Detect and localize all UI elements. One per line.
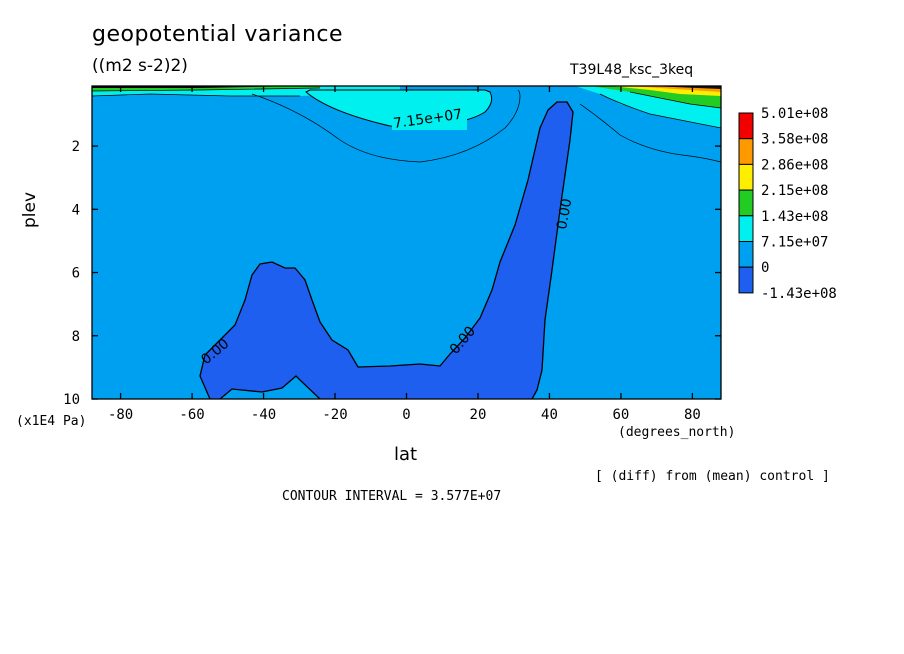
legend-label: -1.43e+08 bbox=[761, 286, 837, 302]
legend-label: 2.86e+08 bbox=[761, 157, 828, 173]
chart-units: ((m2 s-2)2) bbox=[92, 56, 188, 76]
comparison-note: [ (diff) from (mean) control ] bbox=[595, 469, 830, 484]
field-band-5e8-right bbox=[650, 86, 721, 89]
x-tick-label: 60 bbox=[613, 407, 630, 423]
x-tick-label: 80 bbox=[684, 407, 701, 423]
run-id: T39L48_ksc_3keq bbox=[570, 62, 694, 78]
axis-ticks: -80 -60 -40 -20 0 20 40 60 80 2 4 6 8 10 bbox=[63, 86, 721, 423]
y-tick-label: 6 bbox=[72, 266, 80, 282]
contour-line-0-inner bbox=[219, 375, 321, 399]
legend-swatch bbox=[738, 163, 754, 191]
field-band-7e7 bbox=[92, 86, 721, 399]
contour-line-2e8-left bbox=[92, 87, 321, 92]
x-axis-unit: (degrees_north) bbox=[618, 425, 736, 440]
contour-line-0-left bbox=[199, 101, 574, 399]
x-tick-label: 0 bbox=[402, 407, 410, 423]
contour-interval: CONTOUR INTERVAL = 3.577E+07 bbox=[282, 489, 502, 504]
legend-label: 1.43e+08 bbox=[761, 209, 828, 225]
contour-label: 0.00 bbox=[554, 197, 575, 230]
x-tick-label: -60 bbox=[179, 407, 204, 423]
legend: 5.01e+08 3.58e+08 2.86e+08 2.15e+08 1.43e+08… bbox=[738, 106, 837, 302]
x-tick-label: -80 bbox=[108, 407, 133, 423]
contour-line-1e8-left bbox=[92, 93, 300, 97]
legend-swatch bbox=[738, 138, 754, 165]
legend-swatch bbox=[738, 215, 754, 243]
x-tick-label: -20 bbox=[322, 407, 347, 423]
y-tick-label: 2 bbox=[72, 139, 80, 155]
legend-swatch bbox=[738, 241, 754, 268]
contour-line-7e7-outer bbox=[251, 89, 521, 163]
x-tick-label: 20 bbox=[470, 407, 487, 423]
y-axis-unit: (x1E4 Pa) bbox=[16, 414, 87, 429]
chart-title: geopotential variance bbox=[92, 22, 344, 47]
contour-line-2e8-right bbox=[629, 91, 721, 109]
legend-label: 5.01e+08 bbox=[761, 106, 828, 122]
x-tick-label: 40 bbox=[541, 407, 558, 423]
legend-label: 7.15e+07 bbox=[761, 235, 828, 251]
field-band-0-left bbox=[200, 102, 573, 399]
contour-line-7e7-right bbox=[579, 103, 721, 163]
contour-label-bg-top bbox=[392, 112, 467, 130]
legend-label: 0 bbox=[761, 260, 769, 276]
contour-line-1e8-right bbox=[599, 93, 721, 129]
legend-swatch bbox=[738, 189, 754, 217]
y-tick-label: 10 bbox=[63, 392, 80, 408]
legend-label: 2.15e+08 bbox=[761, 183, 828, 199]
x-axis-label: lat bbox=[394, 444, 418, 465]
legend-swatch bbox=[738, 112, 754, 140]
x-tick-label: -40 bbox=[251, 407, 276, 423]
legend-swatch bbox=[738, 266, 754, 294]
y-tick-label: 4 bbox=[72, 202, 80, 218]
y-tick-label: 8 bbox=[72, 329, 80, 345]
legend-label: 3.58e+08 bbox=[761, 132, 828, 148]
